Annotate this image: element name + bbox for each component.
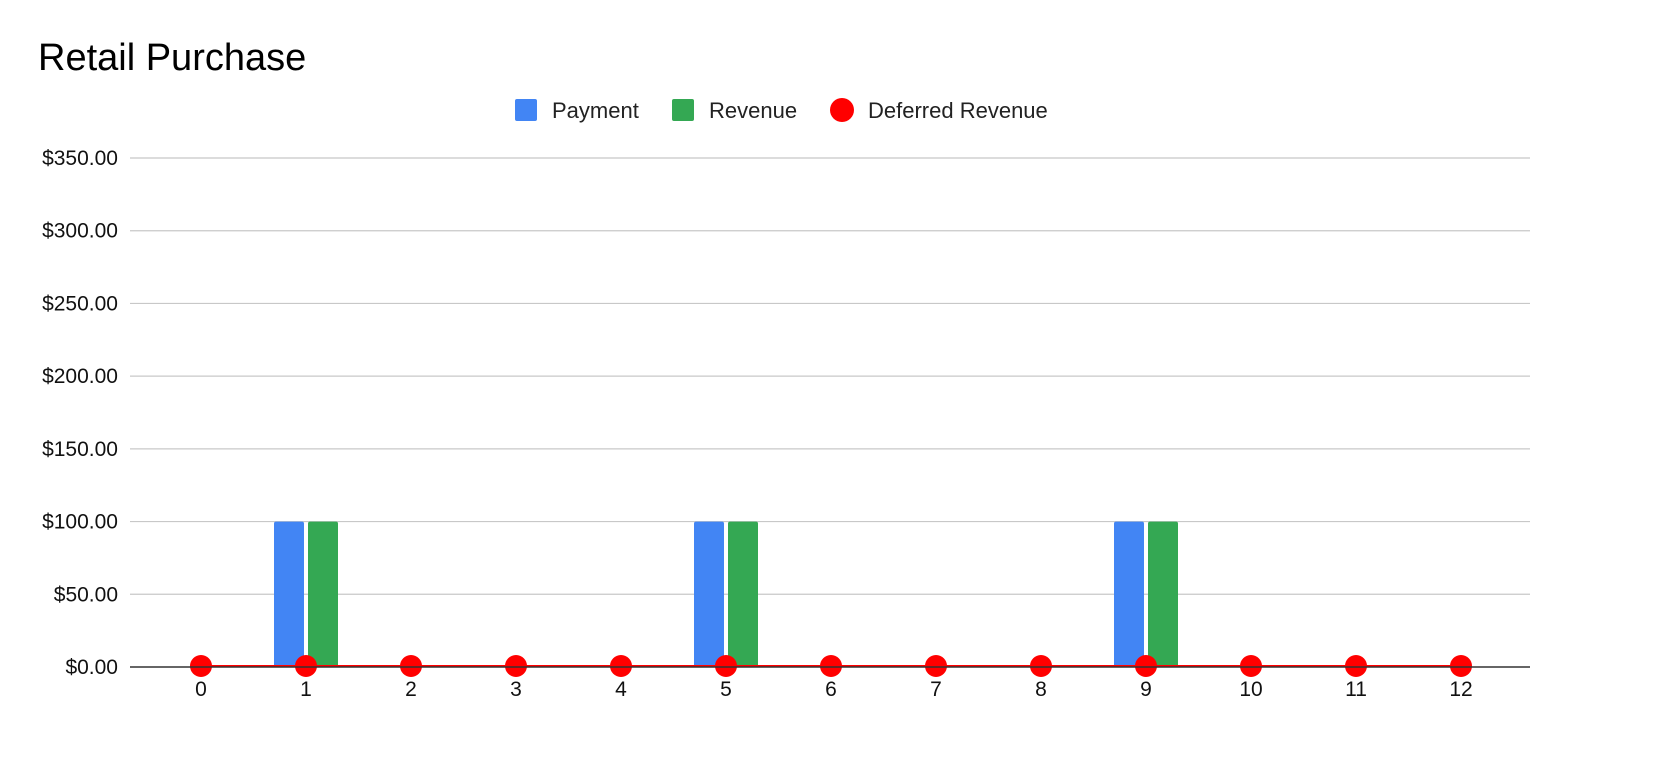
point-deferred-revenue [610,655,632,677]
bar-revenue [728,521,758,667]
x-tick-label: 6 [825,678,837,701]
x-tick-label: 2 [405,678,417,701]
x-tick-label: 3 [510,678,522,701]
x-tick-label: 7 [930,678,942,701]
x-tick-label: 5 [720,678,732,701]
legend: Payment Revenue Deferred Revenue [515,98,1048,123]
point-deferred-revenue [190,655,212,677]
y-tick-label: $250.00 [42,292,118,315]
x-tick-label: 9 [1140,678,1152,701]
y-tick-label: $0.00 [65,656,118,679]
bar-payment [1114,521,1144,667]
gridlines [130,157,1530,595]
series-points [190,655,1472,677]
x-tick-label: 10 [1239,678,1262,701]
x-tick-label: 1 [300,678,312,701]
x-tick-label: 11 [1345,678,1367,701]
point-deferred-revenue [505,655,527,677]
x-axis-tick-labels: 0 1 2 3 4 5 6 7 8 9 10 11 12 [195,678,1473,701]
point-deferred-revenue [1135,655,1157,677]
point-deferred-revenue [820,655,842,677]
point-deferred-revenue [1030,655,1052,677]
y-tick-label: $100.00 [42,511,118,534]
x-tick-label: 0 [195,678,207,701]
y-tick-label: $150.00 [42,438,118,461]
legend-swatch-revenue [672,99,694,121]
y-tick-label: $200.00 [42,365,118,388]
bar-payment [274,521,304,667]
y-tick-label: $50.00 [54,583,118,606]
legend-swatch-payment [515,99,537,121]
point-deferred-revenue [400,655,422,677]
legend-swatch-deferred-revenue [830,98,854,122]
x-tick-label: 4 [615,678,627,701]
legend-label-payment: Payment [552,98,639,123]
point-deferred-revenue [1345,655,1367,677]
bar-revenue [308,521,338,667]
y-tick-label: $300.00 [42,220,118,243]
point-deferred-revenue [1450,655,1472,677]
point-deferred-revenue [925,655,947,677]
bar-payment [694,521,724,667]
bars [274,521,1178,667]
bar-revenue [1148,521,1178,667]
point-deferred-revenue [1240,655,1262,677]
x-tick-label: 8 [1035,678,1047,701]
chart-title: Retail Purchase [38,37,306,79]
x-tick-label: 12 [1449,678,1472,701]
legend-label-deferred-revenue: Deferred Revenue [868,98,1048,123]
y-axis-tick-labels: $0.00 $50.00 $100.00 $150.00 $200.00 $250.00 $… [42,147,118,679]
point-deferred-revenue [295,655,317,677]
y-tick-label: $350.00 [42,147,118,170]
legend-label-revenue: Revenue [709,98,797,123]
point-deferred-revenue [715,655,737,677]
